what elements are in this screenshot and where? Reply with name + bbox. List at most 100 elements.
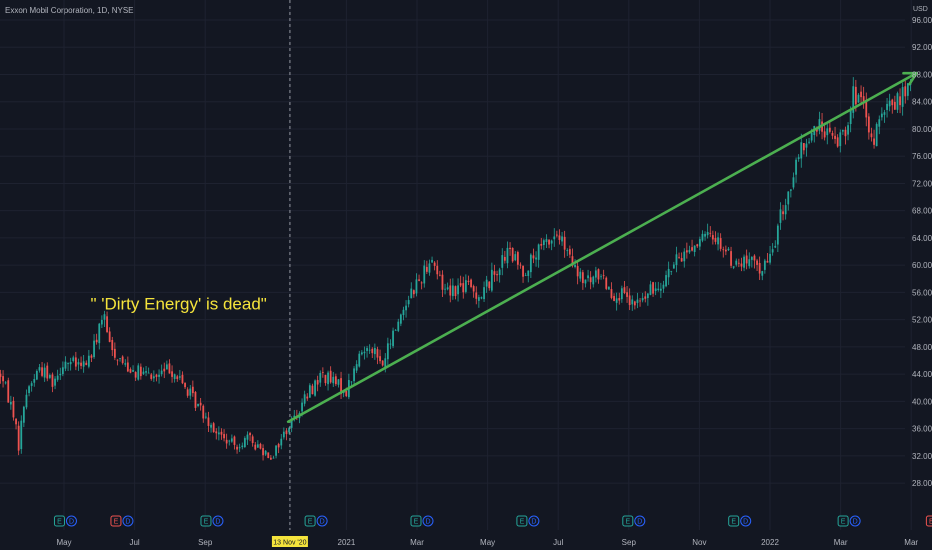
candle-body [113,348,116,358]
candle-body [137,365,140,380]
candle-body [405,305,407,311]
candle-body [667,268,670,278]
candle-body [165,364,168,370]
candle-body [459,283,462,286]
annotation-layer: " 'Dirty Energy' is dead" [90,294,266,313]
candle-body [454,286,457,297]
candle-body [893,101,896,110]
candle-body [238,447,241,449]
dividend-badge[interactable]: D [740,515,752,527]
candle-body [67,363,69,365]
candle-body [839,132,842,147]
candle-body [415,279,418,294]
earnings-badge[interactable]: E [622,515,634,527]
candle-body [906,83,909,96]
candle-body [605,277,608,289]
y-tick-label: 84.00 [912,98,932,107]
candle-body [189,388,192,396]
candle-body [80,362,82,366]
candle-body [470,279,472,287]
candle-body [264,450,267,455]
candle-body [823,131,826,138]
candle-body [15,418,17,425]
earnings-badge[interactable]: E [925,515,932,527]
earnings-badge[interactable]: E [200,515,212,527]
candle-body [620,288,623,300]
y-tick-label: 48.00 [912,343,932,352]
candle-body [223,434,225,439]
dividend-badge[interactable]: D [122,515,134,527]
candle-body [501,255,504,268]
candle-body [828,127,831,132]
candle-body [571,256,574,266]
earnings-badge[interactable]: E [410,515,422,527]
candle-body [202,405,205,419]
candle-body [613,296,615,301]
earnings-badge-box [837,515,849,527]
dividend-badge[interactable]: D [65,515,77,527]
candle-body [43,367,46,378]
candle-body [444,288,446,290]
candle-body [176,376,179,379]
earnings-badge[interactable]: E [516,515,528,527]
candle-body [389,343,392,345]
candle-body [9,401,12,405]
candle-body [225,439,228,444]
candle-body [870,133,873,138]
dividend-badge[interactable]: D [212,515,224,527]
candle-body [836,137,839,147]
earnings-badge[interactable]: E [304,515,316,527]
earnings-badge-box [925,515,932,527]
candle-body [769,253,771,263]
dividend-badge[interactable]: D [634,515,646,527]
earnings-badge[interactable]: E [837,515,849,527]
candle-body [802,143,805,151]
y-tick-label: 76.00 [912,152,932,161]
candle-body [901,87,904,107]
earnings-badge[interactable]: E [728,515,740,527]
earnings-badge[interactable]: E [110,515,122,527]
candle-body [706,232,709,236]
candle-body [272,457,275,459]
candle-body [662,284,665,289]
candle-body [402,309,405,316]
candle-body [438,274,441,276]
candle-body [212,423,215,433]
y-tick-label: 36.00 [912,425,932,434]
dividend-badge[interactable]: D [316,515,328,527]
earnings-badge[interactable]: E [53,515,65,527]
dividend-badge-circle [422,515,434,527]
candle-body [301,402,303,412]
candle-body [142,371,145,374]
dividend-badge[interactable]: D [849,515,861,527]
candle-body [152,376,155,379]
candle-body [483,287,485,300]
candle-body [779,209,782,223]
candlestick-series [0,77,912,461]
candle-body [496,274,498,276]
candle-body [358,353,361,367]
candle-body [730,251,732,266]
candle-body [399,314,402,324]
candle-body [654,288,657,292]
candle-body [392,330,394,347]
earnings-badge-box [516,515,528,527]
candle-body [7,380,10,403]
y-tick-label: 96.00 [912,16,932,25]
candle-body [35,370,38,380]
candle-body [111,340,114,351]
time-axis: May Jul Sep 13 Nov '20 2021 Mar May Jul Sep Nov 20… [56,536,918,547]
dividend-badge[interactable]: D [528,515,540,527]
candle-body [727,248,730,251]
candle-body [475,292,478,299]
candle-body [72,357,75,361]
candle-body [462,283,465,293]
candle-body [867,116,870,133]
candle-body [360,352,363,355]
dividend-badge[interactable]: D [422,515,434,527]
candle-body [875,124,878,147]
candle-body [467,280,470,282]
candle-body [25,394,28,408]
candle-body [54,378,56,386]
